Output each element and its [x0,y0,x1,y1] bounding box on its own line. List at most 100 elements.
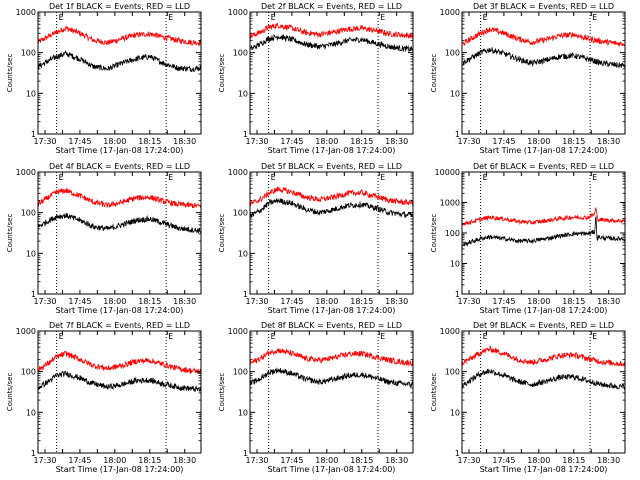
detector-panel: Det 7f BLACK = Events, RED = LLD E E 1 10 100… [6,321,202,474]
y-axis-title: Counts/sec [6,54,14,93]
x-tick-label: 17:45 [280,137,303,146]
time-marker-label: E [168,173,173,182]
panel-title: Det 5f BLACK = Events, RED = LLD [261,162,402,171]
time-marker-label: E [271,13,276,22]
x-tick-label: 18:15 [138,297,161,306]
panel-title: Det 6f BLACK = Events, RED = LLD [473,162,614,171]
x-tick-label: 17:30 [33,137,56,146]
x-tick-label: 18:15 [562,137,585,146]
x-tick-label: 18:00 [315,456,338,465]
x-tick-label: 17:45 [492,456,515,465]
x-axis-title: Start Time (17-Jan-08 17:24:00) [268,465,396,474]
plot-frame [461,11,626,135]
detector-panel: Det 2f BLACK = Events, RED = LLD E E 1 10 100… [218,2,414,155]
y-tick-label: 10 [450,89,460,98]
y-tick-label: 10 [450,408,460,417]
x-tick-label: 17:45 [68,456,91,465]
events-series-line [249,367,414,388]
y-tick-label: 10000 [435,168,460,177]
x-tick-label: 18:00 [103,137,126,146]
x-tick-label: 18:30 [385,456,408,465]
x-tick-label: 17:45 [68,297,91,306]
x-tick-label: 17:30 [245,137,268,146]
y-tick-label: 1 [31,449,36,458]
y-axis-title: Counts/sec [430,373,438,412]
x-tick-label: 17:45 [68,137,91,146]
lld-series-line [461,207,626,226]
time-marker-label: E [59,332,64,341]
x-tick-label: 18:15 [562,456,585,465]
events-series-line [461,215,626,248]
events-series-line [461,47,626,69]
plot-frame [37,11,202,135]
lld-series-line [37,188,202,209]
x-tick-label: 17:30 [457,137,480,146]
x-tick-label: 18:00 [527,137,550,146]
y-axis-title: Counts/sec [6,214,14,253]
panel-title: Det 1f BLACK = Events, RED = LLD [49,2,190,11]
x-tick-label: 18:15 [350,137,373,146]
y-tick-label: 1 [243,290,248,299]
x-tick-label: 17:45 [280,456,303,465]
x-tick-label: 18:15 [562,297,585,306]
y-tick-label: 100 [21,49,36,58]
y-axis-title: Counts/sec [218,54,226,93]
time-marker-label: E [59,173,64,182]
plot-frame [249,11,414,135]
x-tick-label: 18:30 [597,137,620,146]
time-marker-label: E [483,332,488,341]
time-marker-label: E [380,173,385,182]
y-tick-label: 1000 [440,199,460,208]
events-series-line [37,212,202,234]
events-series-line [249,33,414,53]
detector-panel: Det 4f BLACK = Events, RED = LLD E E 1 10 100… [6,162,202,315]
detector-panel: Det 5f BLACK = Events, RED = LLD E E 1 10 100… [218,162,414,315]
panel-title: Det 3f BLACK = Events, RED = LLD [473,2,614,11]
y-tick-label: 10 [238,249,248,258]
detector-panel: Det 1f BLACK = Events, RED = LLD E E 1 10 100… [6,2,202,155]
panel-title: Det 7f BLACK = Events, RED = LLD [49,321,190,330]
plot-frame [249,171,414,295]
time-marker-label: E [592,13,597,22]
y-tick-label: 10 [26,89,36,98]
time-marker-label: E [59,13,64,22]
y-tick-label: 10 [450,260,460,269]
time-marker-label: E [483,173,488,182]
x-tick-label: 18:30 [173,297,196,306]
y-tick-label: 100 [21,368,36,377]
x-tick-label: 18:30 [385,297,408,306]
x-tick-label: 18:30 [385,137,408,146]
plot-frame [37,330,202,454]
y-tick-label: 1000 [228,327,248,336]
x-axis-title: Start Time (17-Jan-08 17:24:00) [480,465,608,474]
x-tick-label: 18:15 [138,456,161,465]
y-tick-label: 100 [233,368,248,377]
panel-title: Det 9f BLACK = Events, RED = LLD [473,321,614,330]
y-tick-label: 10 [238,89,248,98]
x-tick-label: 17:30 [457,456,480,465]
x-tick-label: 18:15 [350,297,373,306]
lld-series-line [249,22,414,40]
y-tick-label: 100 [21,209,36,218]
panel-title: Det 8f BLACK = Events, RED = LLD [261,321,402,330]
events-series-line [461,368,626,390]
y-tick-label: 10 [238,408,248,417]
y-tick-label: 1000 [228,8,248,17]
detector-panel: Det 8f BLACK = Events, RED = LLD E E 1 10 100… [218,321,414,474]
x-tick-label: 18:00 [315,137,338,146]
x-axis-title: Start Time (17-Jan-08 17:24:00) [480,146,608,155]
y-tick-label: 1000 [16,8,36,17]
x-tick-label: 18:30 [597,297,620,306]
panel-title: Det 2f BLACK = Events, RED = LLD [261,2,402,11]
time-marker-label: E [380,13,385,22]
plot-frame [249,330,414,454]
x-tick-label: 17:30 [457,297,480,306]
panel-title: Det 4f BLACK = Events, RED = LLD [49,162,190,171]
y-tick-label: 100 [233,49,248,58]
x-tick-label: 18:30 [173,456,196,465]
events-series-line [37,50,202,73]
y-tick-label: 1 [31,130,36,139]
time-marker-label: E [380,332,385,341]
x-tick-label: 17:30 [33,297,56,306]
